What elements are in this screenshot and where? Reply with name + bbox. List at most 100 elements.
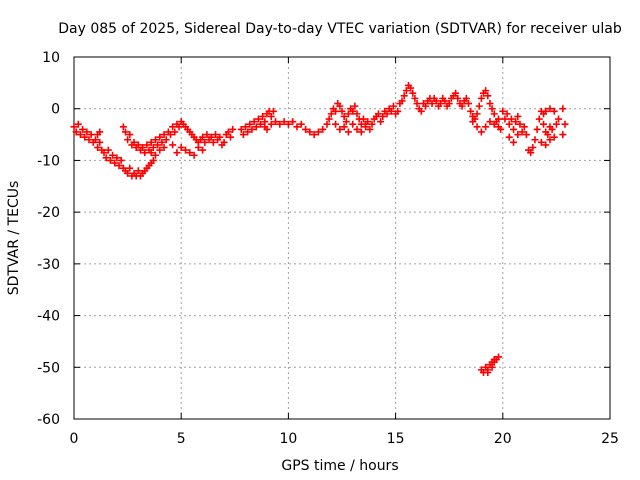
data-point bbox=[109, 151, 117, 159]
data-point bbox=[520, 123, 528, 131]
data-point bbox=[94, 144, 102, 151]
data-point bbox=[555, 115, 563, 123]
axis-ticks: 0 5 10 15 20 25 -60 -50 -40 -30 -20 -10 0 10 bbox=[37, 50, 619, 447]
data-point bbox=[510, 125, 518, 133]
data-point bbox=[454, 94, 462, 102]
data-point bbox=[546, 136, 554, 144]
data-point bbox=[432, 97, 440, 105]
data-point bbox=[244, 128, 252, 136]
data-point bbox=[377, 118, 385, 126]
data-point bbox=[325, 115, 333, 123]
data-point bbox=[194, 144, 202, 151]
data-points bbox=[70, 81, 569, 376]
y-tick-label: -60 bbox=[37, 412, 60, 428]
data-point bbox=[302, 125, 310, 133]
data-point bbox=[297, 120, 305, 128]
data-point bbox=[359, 115, 367, 123]
data-point bbox=[518, 128, 526, 136]
data-point bbox=[400, 92, 408, 100]
data-point bbox=[411, 94, 419, 102]
data-point bbox=[484, 368, 492, 376]
data-point bbox=[91, 136, 99, 144]
data-point bbox=[79, 125, 87, 133]
data-point bbox=[394, 107, 402, 115]
data-point bbox=[134, 167, 142, 175]
data-point bbox=[362, 120, 370, 128]
data-point bbox=[201, 138, 209, 146]
data-point bbox=[319, 125, 327, 133]
data-point bbox=[203, 131, 211, 139]
data-point bbox=[527, 149, 535, 157]
data-point bbox=[263, 125, 271, 133]
data-point bbox=[190, 151, 198, 159]
data-point bbox=[473, 123, 481, 131]
data-point bbox=[340, 123, 348, 131]
data-point bbox=[490, 110, 498, 118]
y-tick-label: -20 bbox=[37, 205, 60, 221]
data-point bbox=[484, 92, 492, 100]
data-point bbox=[505, 120, 513, 128]
data-point bbox=[490, 120, 498, 128]
plot-frame bbox=[73, 56, 611, 420]
data-point bbox=[119, 123, 127, 131]
y-tick-label: -10 bbox=[37, 153, 60, 169]
data-point bbox=[522, 131, 530, 139]
data-point bbox=[239, 131, 247, 139]
data-point bbox=[340, 112, 348, 120]
data-point bbox=[154, 141, 162, 149]
data-point bbox=[162, 136, 170, 144]
data-point bbox=[250, 118, 258, 126]
data-point bbox=[199, 133, 207, 141]
data-point bbox=[323, 120, 331, 128]
data-point bbox=[452, 89, 460, 97]
data-point bbox=[147, 149, 155, 157]
data-point bbox=[272, 118, 280, 126]
data-point bbox=[336, 125, 344, 133]
data-point bbox=[462, 94, 470, 102]
data-point bbox=[353, 110, 361, 118]
data-point bbox=[503, 110, 511, 118]
data-point bbox=[495, 115, 503, 123]
data-point bbox=[349, 107, 357, 115]
y-tick-label: 0 bbox=[51, 102, 60, 118]
data-point bbox=[149, 156, 157, 164]
data-point bbox=[76, 131, 84, 139]
data-point bbox=[81, 133, 89, 141]
data-point bbox=[413, 100, 421, 108]
data-point bbox=[113, 154, 121, 162]
data-point bbox=[336, 102, 344, 110]
y-tick-label: -30 bbox=[37, 257, 60, 273]
data-point bbox=[96, 128, 104, 136]
data-point bbox=[546, 105, 554, 113]
chart-title: Day 085 of 2025, Sidereal Day-to-day VTE… bbox=[58, 21, 622, 37]
data-point bbox=[151, 151, 159, 159]
data-point bbox=[111, 159, 119, 167]
data-point bbox=[389, 102, 397, 110]
data-point bbox=[559, 105, 567, 113]
data-point bbox=[160, 131, 168, 139]
data-point bbox=[124, 169, 132, 177]
data-point bbox=[175, 123, 183, 131]
data-point bbox=[126, 164, 134, 172]
data-point bbox=[276, 120, 284, 128]
y-axis-label: SDTVAR / TECUs bbox=[6, 181, 22, 296]
y-tick-label: -50 bbox=[37, 360, 60, 376]
data-point bbox=[126, 131, 134, 139]
data-point bbox=[467, 107, 475, 115]
data-point bbox=[535, 115, 543, 123]
data-point bbox=[306, 128, 314, 136]
data-point bbox=[512, 118, 520, 126]
data-point bbox=[74, 120, 82, 128]
x-axis-label: GPS time / hours bbox=[281, 458, 398, 474]
x-tick-label: 0 bbox=[70, 431, 79, 447]
data-point bbox=[374, 110, 382, 118]
data-point bbox=[70, 123, 78, 131]
data-point bbox=[542, 107, 550, 115]
data-point bbox=[458, 102, 466, 110]
data-point bbox=[102, 154, 110, 162]
data-point bbox=[507, 115, 515, 123]
data-point bbox=[542, 141, 550, 149]
data-point bbox=[252, 123, 260, 131]
data-point bbox=[488, 105, 496, 113]
